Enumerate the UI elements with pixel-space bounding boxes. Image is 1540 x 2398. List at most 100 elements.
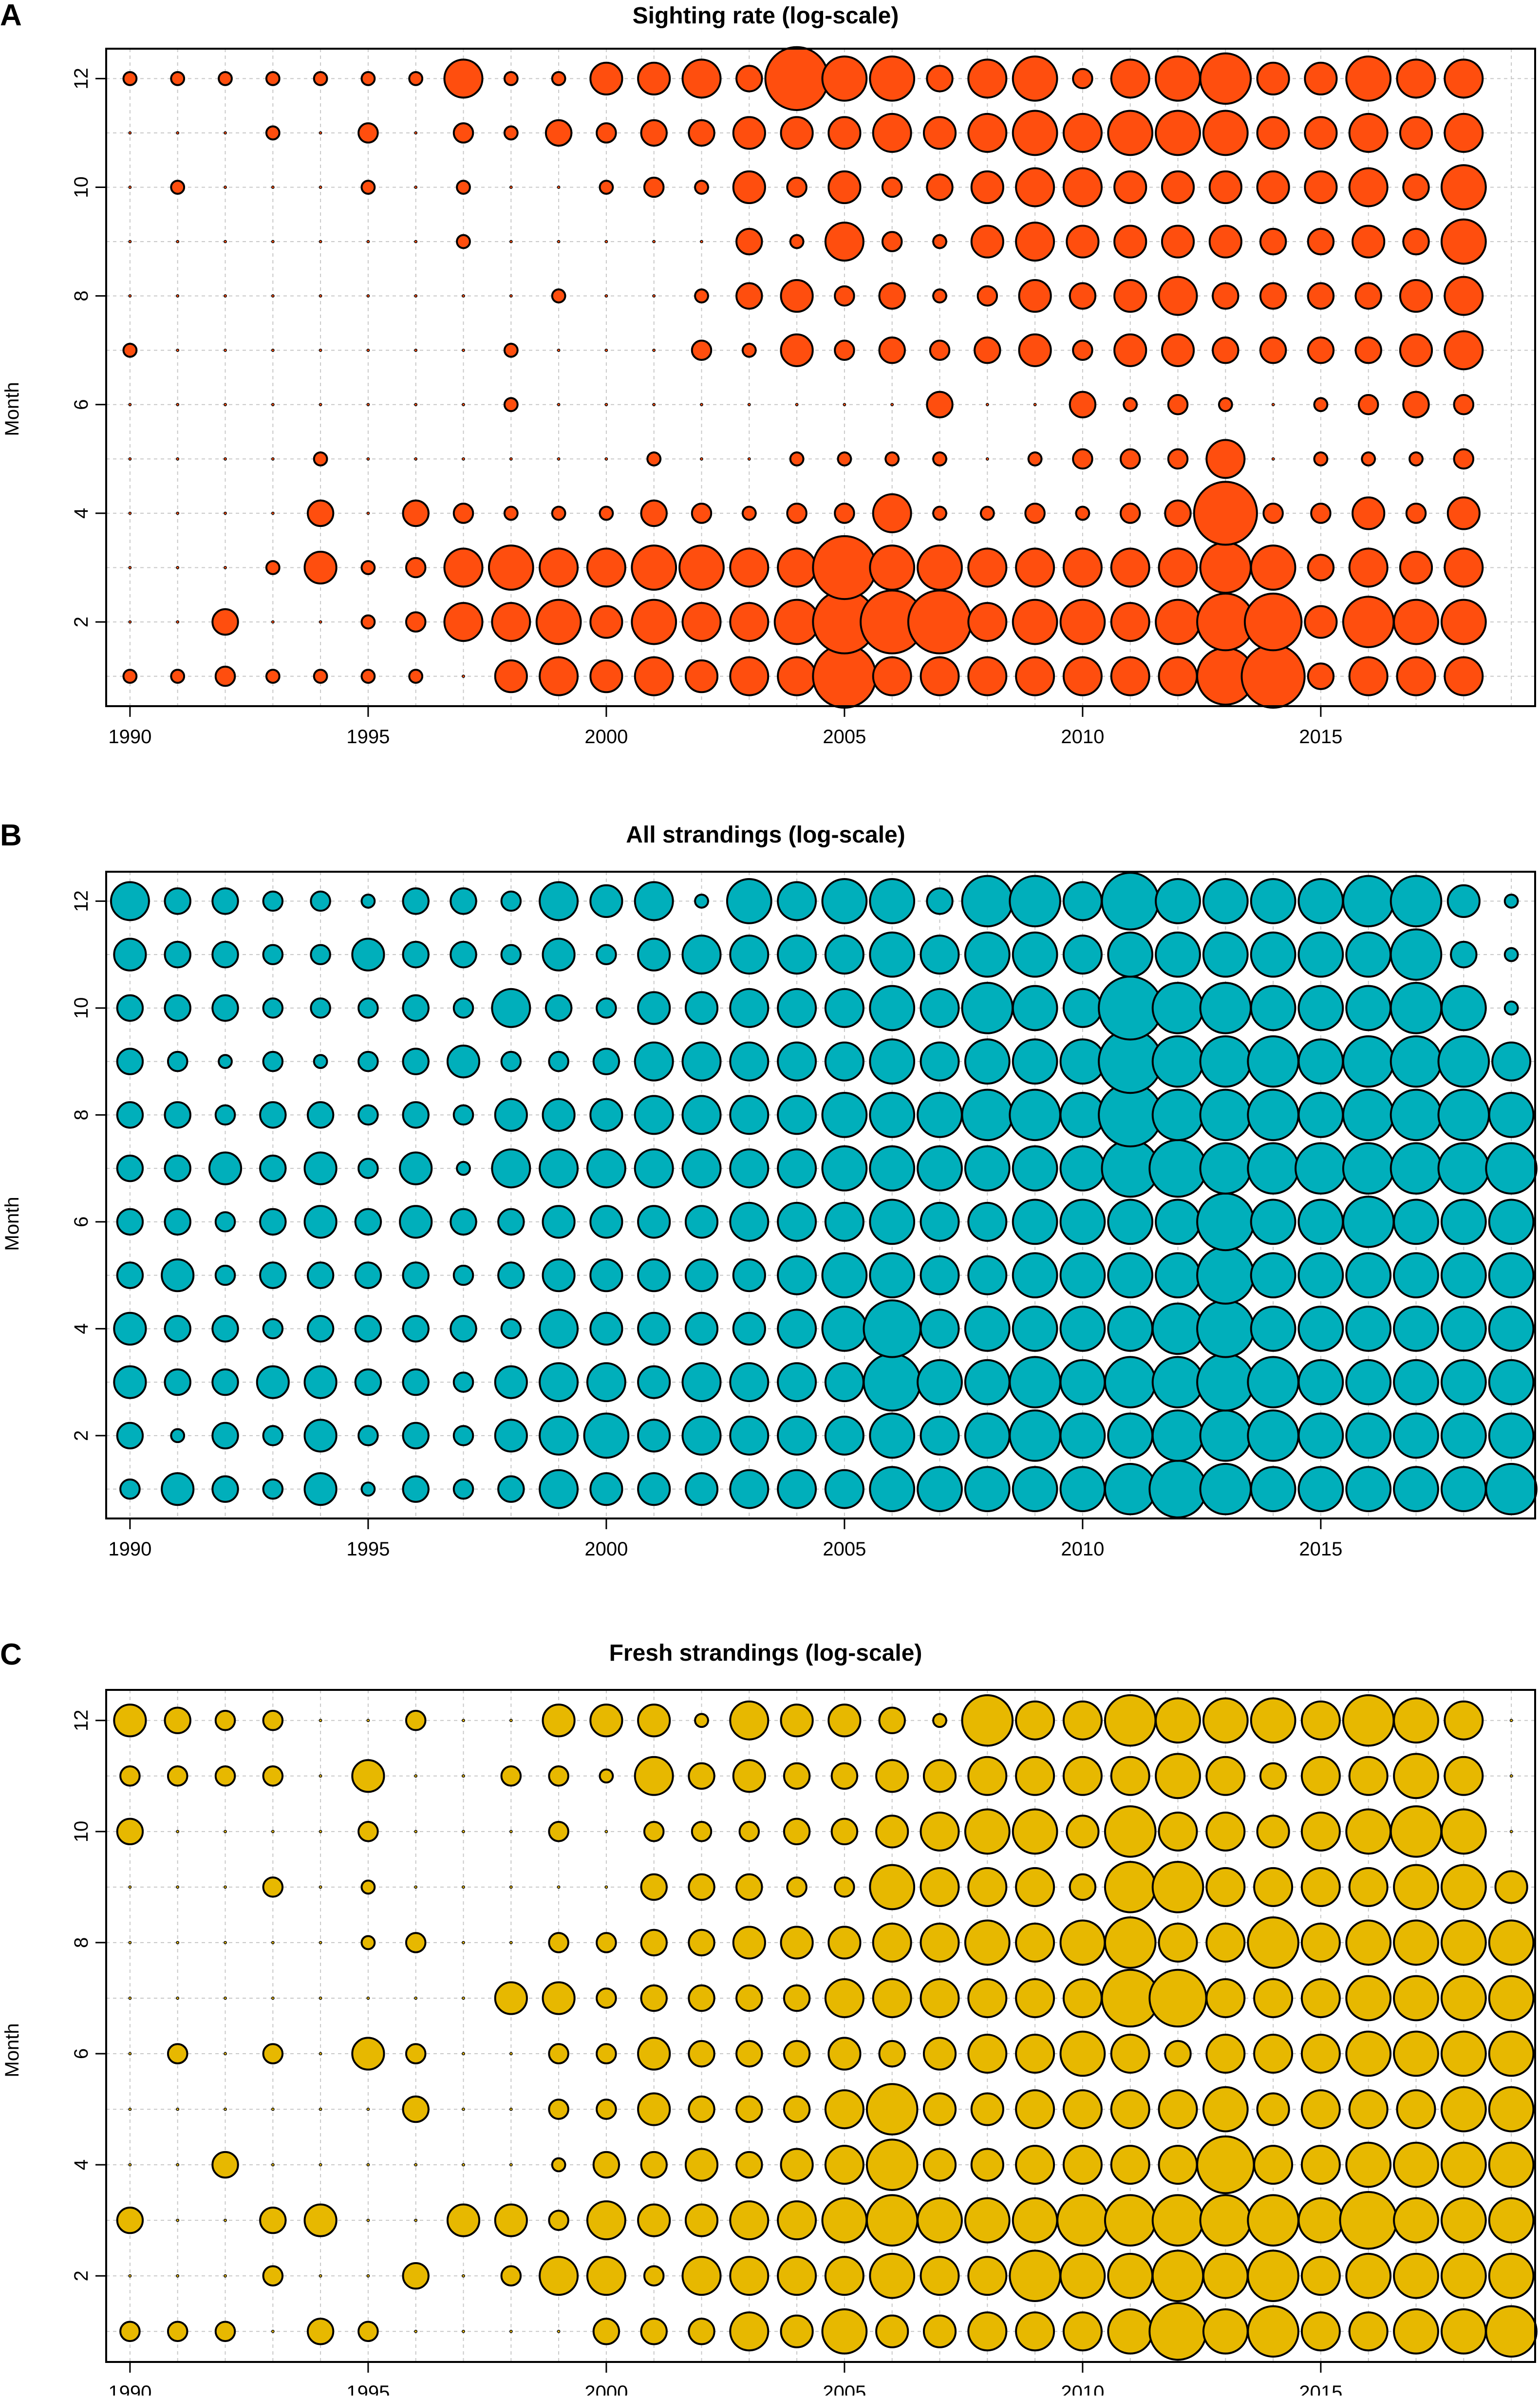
bubble-point <box>271 294 275 298</box>
bubble-point <box>640 2318 668 2345</box>
bubble-point <box>596 944 617 965</box>
x-tick-label: 2010 <box>1061 726 1104 748</box>
bubble-point <box>821 1145 868 1192</box>
bubble-point <box>1444 1700 1484 1741</box>
bubble-point <box>548 1932 569 1953</box>
bubble-point <box>970 225 1004 259</box>
bubble-point <box>1059 1359 1106 1405</box>
bubble-point <box>1345 1305 1392 1352</box>
bubble-point <box>932 234 947 249</box>
bubble-point <box>414 1885 418 1889</box>
bubble-point <box>967 1867 1008 1907</box>
bubble-point <box>783 1984 811 2012</box>
bubble-point <box>214 1104 236 1126</box>
bubble-point <box>821 1305 868 1352</box>
bubble-point <box>167 2321 188 2342</box>
bubble-point <box>414 2218 418 2222</box>
bubble-point <box>443 58 484 99</box>
bubble-point <box>1307 337 1335 364</box>
bubble-point <box>637 1365 671 1399</box>
bubble-point <box>1148 2302 1207 2361</box>
bubble-point <box>1300 2089 1341 2130</box>
bubble-point <box>741 342 757 358</box>
bubble-point <box>920 935 960 975</box>
bubble-point <box>116 1422 144 1450</box>
bubble-point <box>907 589 973 655</box>
bubble-point <box>1059 1199 1106 1245</box>
bubble-point <box>1107 1252 1154 1299</box>
bubble-point <box>812 535 877 600</box>
bubble-point <box>1342 1694 1395 1747</box>
bubble-point <box>827 2037 862 2071</box>
bubble-point <box>1409 451 1424 467</box>
bubble-point <box>491 1148 531 1189</box>
bubble-point <box>310 944 331 965</box>
bubble-point <box>1069 1873 1097 1901</box>
bubble-point <box>509 240 513 244</box>
bubble-point <box>1199 541 1252 594</box>
bubble-point <box>164 887 191 915</box>
bubble-point <box>319 2052 322 2056</box>
bubble-point <box>224 2052 227 2056</box>
bubble-point <box>500 1050 522 1072</box>
bubble-point <box>128 2163 132 2167</box>
bubble-point <box>1250 985 1296 1031</box>
bubble-point <box>450 1315 477 1343</box>
bubble-point <box>509 2052 513 2056</box>
bubble-point <box>399 1205 433 1239</box>
bubble-point <box>985 403 989 407</box>
bubble-point <box>319 2107 322 2111</box>
bubble-point <box>1300 1978 1341 2018</box>
bubble-point <box>354 1315 382 1343</box>
bubble-point <box>780 1704 814 1738</box>
bubble-point <box>1297 1359 1344 1405</box>
bubble-point <box>1247 2305 1299 2358</box>
bubble-point <box>319 1830 322 1834</box>
bubble-point <box>452 1371 474 1393</box>
bubble-point <box>786 503 808 524</box>
bubble-point <box>500 1318 522 1340</box>
bubble-point <box>452 122 474 144</box>
bubble-point <box>732 1926 766 1960</box>
plot-area: 1990 1995 2000 2005 2010 2015 2 4 6 8 10 12 <box>71 46 1536 748</box>
bubble-point <box>777 881 817 921</box>
bubble-point <box>681 1095 722 1135</box>
plot-frame <box>105 48 1536 707</box>
bubble-point <box>1304 116 1338 150</box>
bubble-point <box>303 2203 338 2237</box>
bubble-point <box>780 2314 814 2348</box>
bubble-point <box>1062 1700 1103 1741</box>
bubble-point <box>414 131 418 135</box>
bubble-point <box>869 878 916 924</box>
bubble-point <box>539 881 579 921</box>
bubble-point <box>1256 61 1290 95</box>
bubble-point <box>357 1050 379 1072</box>
bubble-point <box>1345 2141 1392 2188</box>
bubble-point <box>259 1261 287 1289</box>
bubble-point <box>176 348 180 352</box>
bubble-point <box>366 1996 370 2000</box>
bubble-point <box>1297 1252 1344 1299</box>
bubble-point <box>834 339 855 361</box>
bubble-point <box>967 1978 1008 2018</box>
bubble-point <box>303 1151 338 1185</box>
bubble-point <box>116 1208 144 1236</box>
bubble-point <box>1247 2194 1299 2247</box>
bubble-point <box>834 285 855 307</box>
bubble-point <box>1113 225 1147 259</box>
bubble-point <box>834 503 855 524</box>
bubble-point <box>119 2321 141 2342</box>
bubble-point <box>539 1148 579 1189</box>
bubble-point <box>824 1362 864 1403</box>
bubble-point <box>1015 222 1055 262</box>
bubble-point <box>366 2107 370 2111</box>
bubble-point <box>863 1299 921 1358</box>
bubble-point <box>869 1466 916 1513</box>
bubble-point <box>1262 503 1284 524</box>
bubble-point <box>557 403 561 407</box>
bubble-point <box>128 2052 132 2056</box>
bubble-point <box>1158 547 1198 588</box>
bubble-point <box>542 1704 576 1738</box>
bubble-point <box>405 611 427 633</box>
bubble-point <box>414 1774 418 1778</box>
